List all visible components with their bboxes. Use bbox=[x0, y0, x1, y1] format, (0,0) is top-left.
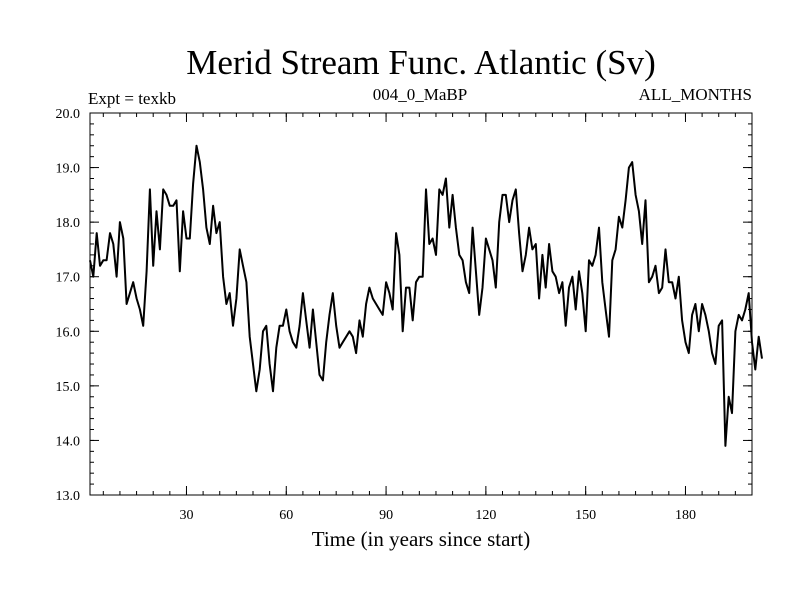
y-tick-label: 16.0 bbox=[56, 325, 81, 340]
plot-frame bbox=[89, 112, 753, 496]
y-tick-label: 14.0 bbox=[56, 434, 81, 449]
chart-subtitle-right: ALL_MONTHS bbox=[639, 85, 752, 104]
chart-title: Merid Stream Func. Atlantic (Sv) bbox=[186, 43, 656, 82]
y-tick-label: 18.0 bbox=[56, 216, 81, 231]
y-tick-label: 19.0 bbox=[56, 162, 81, 177]
chart-subtitle-center: 004_0_MaBP bbox=[373, 85, 467, 104]
x-axis-label: Time (in years since start) bbox=[312, 527, 531, 551]
series-line bbox=[89, 144, 763, 447]
x-tick-label: 30 bbox=[179, 508, 193, 523]
chart-subtitle-left: Expt = texkb bbox=[88, 89, 176, 108]
x-tick-label: 60 bbox=[279, 508, 293, 523]
x-tick-label: 90 bbox=[379, 508, 393, 523]
y-tick-label: 15.0 bbox=[56, 380, 81, 395]
x-tick-label: 150 bbox=[575, 508, 596, 523]
x-tick-label: 120 bbox=[475, 508, 496, 523]
x-tick-label: 180 bbox=[675, 508, 696, 523]
y-tick-label: 13.0 bbox=[56, 489, 81, 504]
y-tick-label: 17.0 bbox=[56, 271, 81, 286]
y-tick-label: 20.0 bbox=[56, 107, 81, 122]
